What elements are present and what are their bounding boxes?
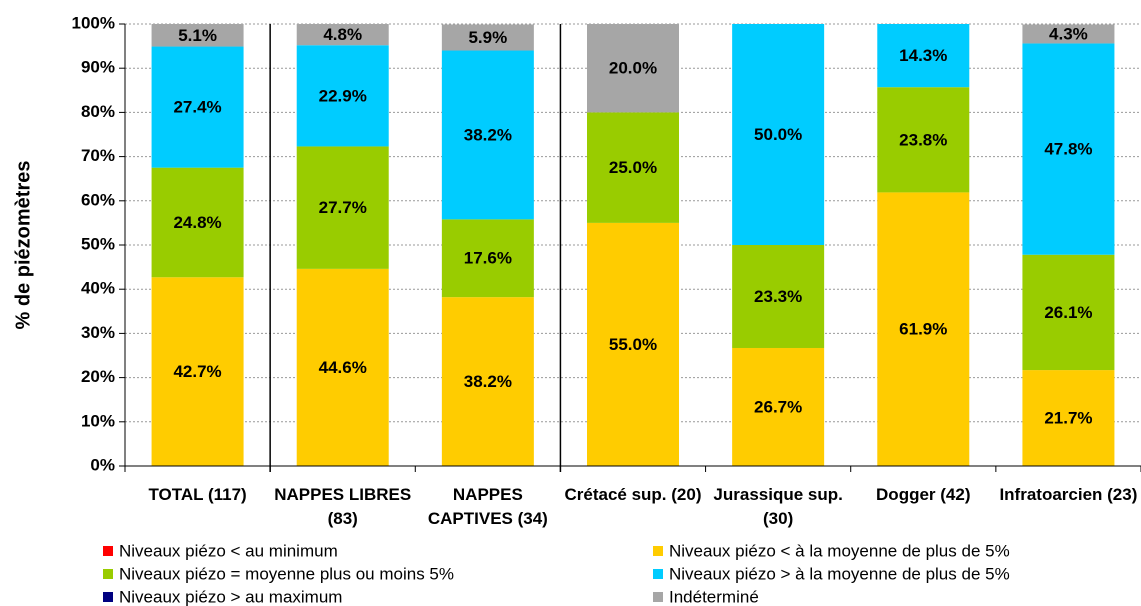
data-label: 21.7% — [1044, 409, 1092, 428]
bar-segment — [877, 24, 970, 88]
data-label: 44.6% — [319, 358, 367, 377]
y-tick-label: 40% — [81, 279, 115, 298]
x-tick-label: TOTAL (117) — [148, 485, 247, 504]
data-label: 50.0% — [754, 125, 802, 144]
bar-segment — [441, 297, 534, 466]
x-tick-label: NAPPES LIBRES (83) — [274, 485, 412, 528]
legend-label: Niveaux piézo > à la moyenne de plus de … — [669, 564, 1010, 583]
bar-segment — [1022, 24, 1115, 44]
y-tick-label: 10% — [81, 411, 115, 430]
x-tick-label: NAPPES CAPTIVES (34) — [427, 485, 548, 528]
y-tick-label: 50% — [81, 234, 115, 253]
y-tick-label: 90% — [81, 58, 115, 77]
bar-segment — [151, 46, 244, 168]
bar-segment — [296, 268, 389, 466]
legend-label: Niveaux piézo = moyenne plus ou moins 5% — [119, 564, 454, 583]
legend-marker — [653, 569, 663, 579]
data-label: 27.7% — [319, 198, 367, 217]
legend-label: Niveaux piézo < au minimum — [119, 541, 338, 560]
data-label: 61.9% — [899, 320, 947, 339]
data-label: 26.7% — [754, 397, 802, 416]
y-tick-label: 20% — [81, 367, 115, 386]
bar-segment — [151, 24, 244, 47]
bar-segment — [1022, 370, 1115, 466]
data-label: 20.0% — [609, 59, 657, 78]
data-label: 5.1% — [178, 26, 217, 45]
bar-segment — [1022, 43, 1115, 255]
data-label: 23.8% — [899, 130, 947, 149]
bar-segment — [587, 24, 679, 113]
x-tick-label: Crétacé sup. (20) — [564, 485, 702, 504]
bar-segment — [296, 24, 389, 46]
legend-marker — [103, 546, 113, 556]
bar-segment — [441, 219, 534, 298]
bar-segment — [732, 245, 825, 348]
bar-segment — [587, 112, 679, 223]
legend-marker — [653, 546, 663, 556]
data-label: 55.0% — [609, 335, 657, 354]
bar-segment — [151, 277, 244, 466]
y-axis-label: % de piézomètres — [12, 161, 34, 330]
bar-segment — [296, 146, 389, 269]
data-label: 47.8% — [1044, 140, 1092, 159]
data-label: 14.3% — [899, 46, 947, 65]
bar-segment — [877, 87, 970, 193]
legend-label: Indéterminé — [669, 587, 759, 606]
x-tick-label: Jurassique sup. (30) — [713, 485, 843, 528]
legend-label: Niveaux piézo > au maximum — [119, 587, 342, 606]
legend-marker — [653, 592, 663, 602]
data-label: 17.6% — [464, 249, 512, 268]
data-label: 24.8% — [173, 213, 221, 232]
data-label: 26.1% — [1044, 303, 1092, 322]
y-tick-label: 70% — [81, 146, 115, 165]
data-label: 38.2% — [464, 372, 512, 391]
x-tick-label: Dogger (42) — [876, 485, 971, 504]
bar-segment — [587, 222, 679, 466]
y-tick-label: 60% — [81, 190, 115, 209]
y-tick-label: 100% — [72, 13, 115, 32]
y-tick-label: 80% — [81, 102, 115, 121]
data-label: 22.9% — [319, 86, 367, 105]
data-label: 4.3% — [1049, 24, 1088, 43]
bar-segment — [732, 347, 825, 466]
data-label: 4.8% — [323, 25, 362, 44]
bar-segment — [1022, 254, 1115, 371]
data-label: 23.3% — [754, 287, 802, 306]
legend-marker — [103, 569, 113, 579]
legend-label: Niveaux piézo < à la moyenne de plus de … — [669, 541, 1010, 560]
data-label: 25.0% — [609, 158, 657, 177]
legend-marker — [103, 592, 113, 602]
data-label: 38.2% — [464, 125, 512, 144]
bar-segment — [877, 192, 970, 467]
data-label: 5.9% — [468, 28, 507, 47]
data-label: 27.4% — [173, 98, 221, 117]
bar-segment — [441, 50, 534, 220]
x-tick-label: Infratoarcien (23) — [999, 485, 1138, 504]
bar-segment — [296, 45, 389, 147]
bar-segment — [151, 167, 244, 278]
y-tick-label: 30% — [81, 323, 115, 342]
data-label: 42.7% — [173, 362, 221, 381]
bar-segment — [732, 24, 825, 245]
y-tick-label: 0% — [90, 455, 115, 474]
bar-segment — [441, 24, 534, 51]
